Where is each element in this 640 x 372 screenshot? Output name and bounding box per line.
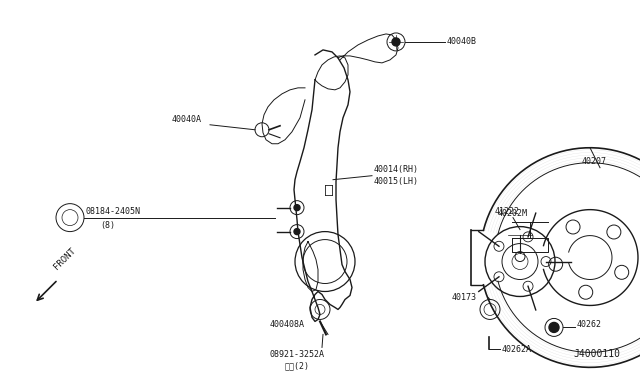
Text: 41222: 41222 <box>495 207 520 216</box>
Text: 40015(LH): 40015(LH) <box>374 177 419 186</box>
Circle shape <box>392 38 400 46</box>
Circle shape <box>549 323 559 333</box>
Text: 08184-2405N: 08184-2405N <box>86 207 141 216</box>
Text: 40040B: 40040B <box>447 38 477 46</box>
Text: J4000110: J4000110 <box>573 349 620 359</box>
Text: 40040A: 40040A <box>172 115 202 124</box>
Text: (8): (8) <box>100 221 115 230</box>
Text: 40262: 40262 <box>577 320 602 329</box>
Text: 40202M: 40202M <box>498 209 528 218</box>
Text: FRONT: FRONT <box>52 246 77 272</box>
Text: 40173: 40173 <box>452 293 477 302</box>
Circle shape <box>294 205 300 211</box>
Text: ピン(2): ピン(2) <box>285 362 310 371</box>
Text: 08921-3252A: 08921-3252A <box>270 350 325 359</box>
Text: 40262A: 40262A <box>502 345 532 354</box>
Text: 40207: 40207 <box>582 157 607 166</box>
Text: 40014(RH): 40014(RH) <box>374 165 419 174</box>
Circle shape <box>294 229 300 235</box>
Text: 400408A: 400408A <box>270 320 305 329</box>
